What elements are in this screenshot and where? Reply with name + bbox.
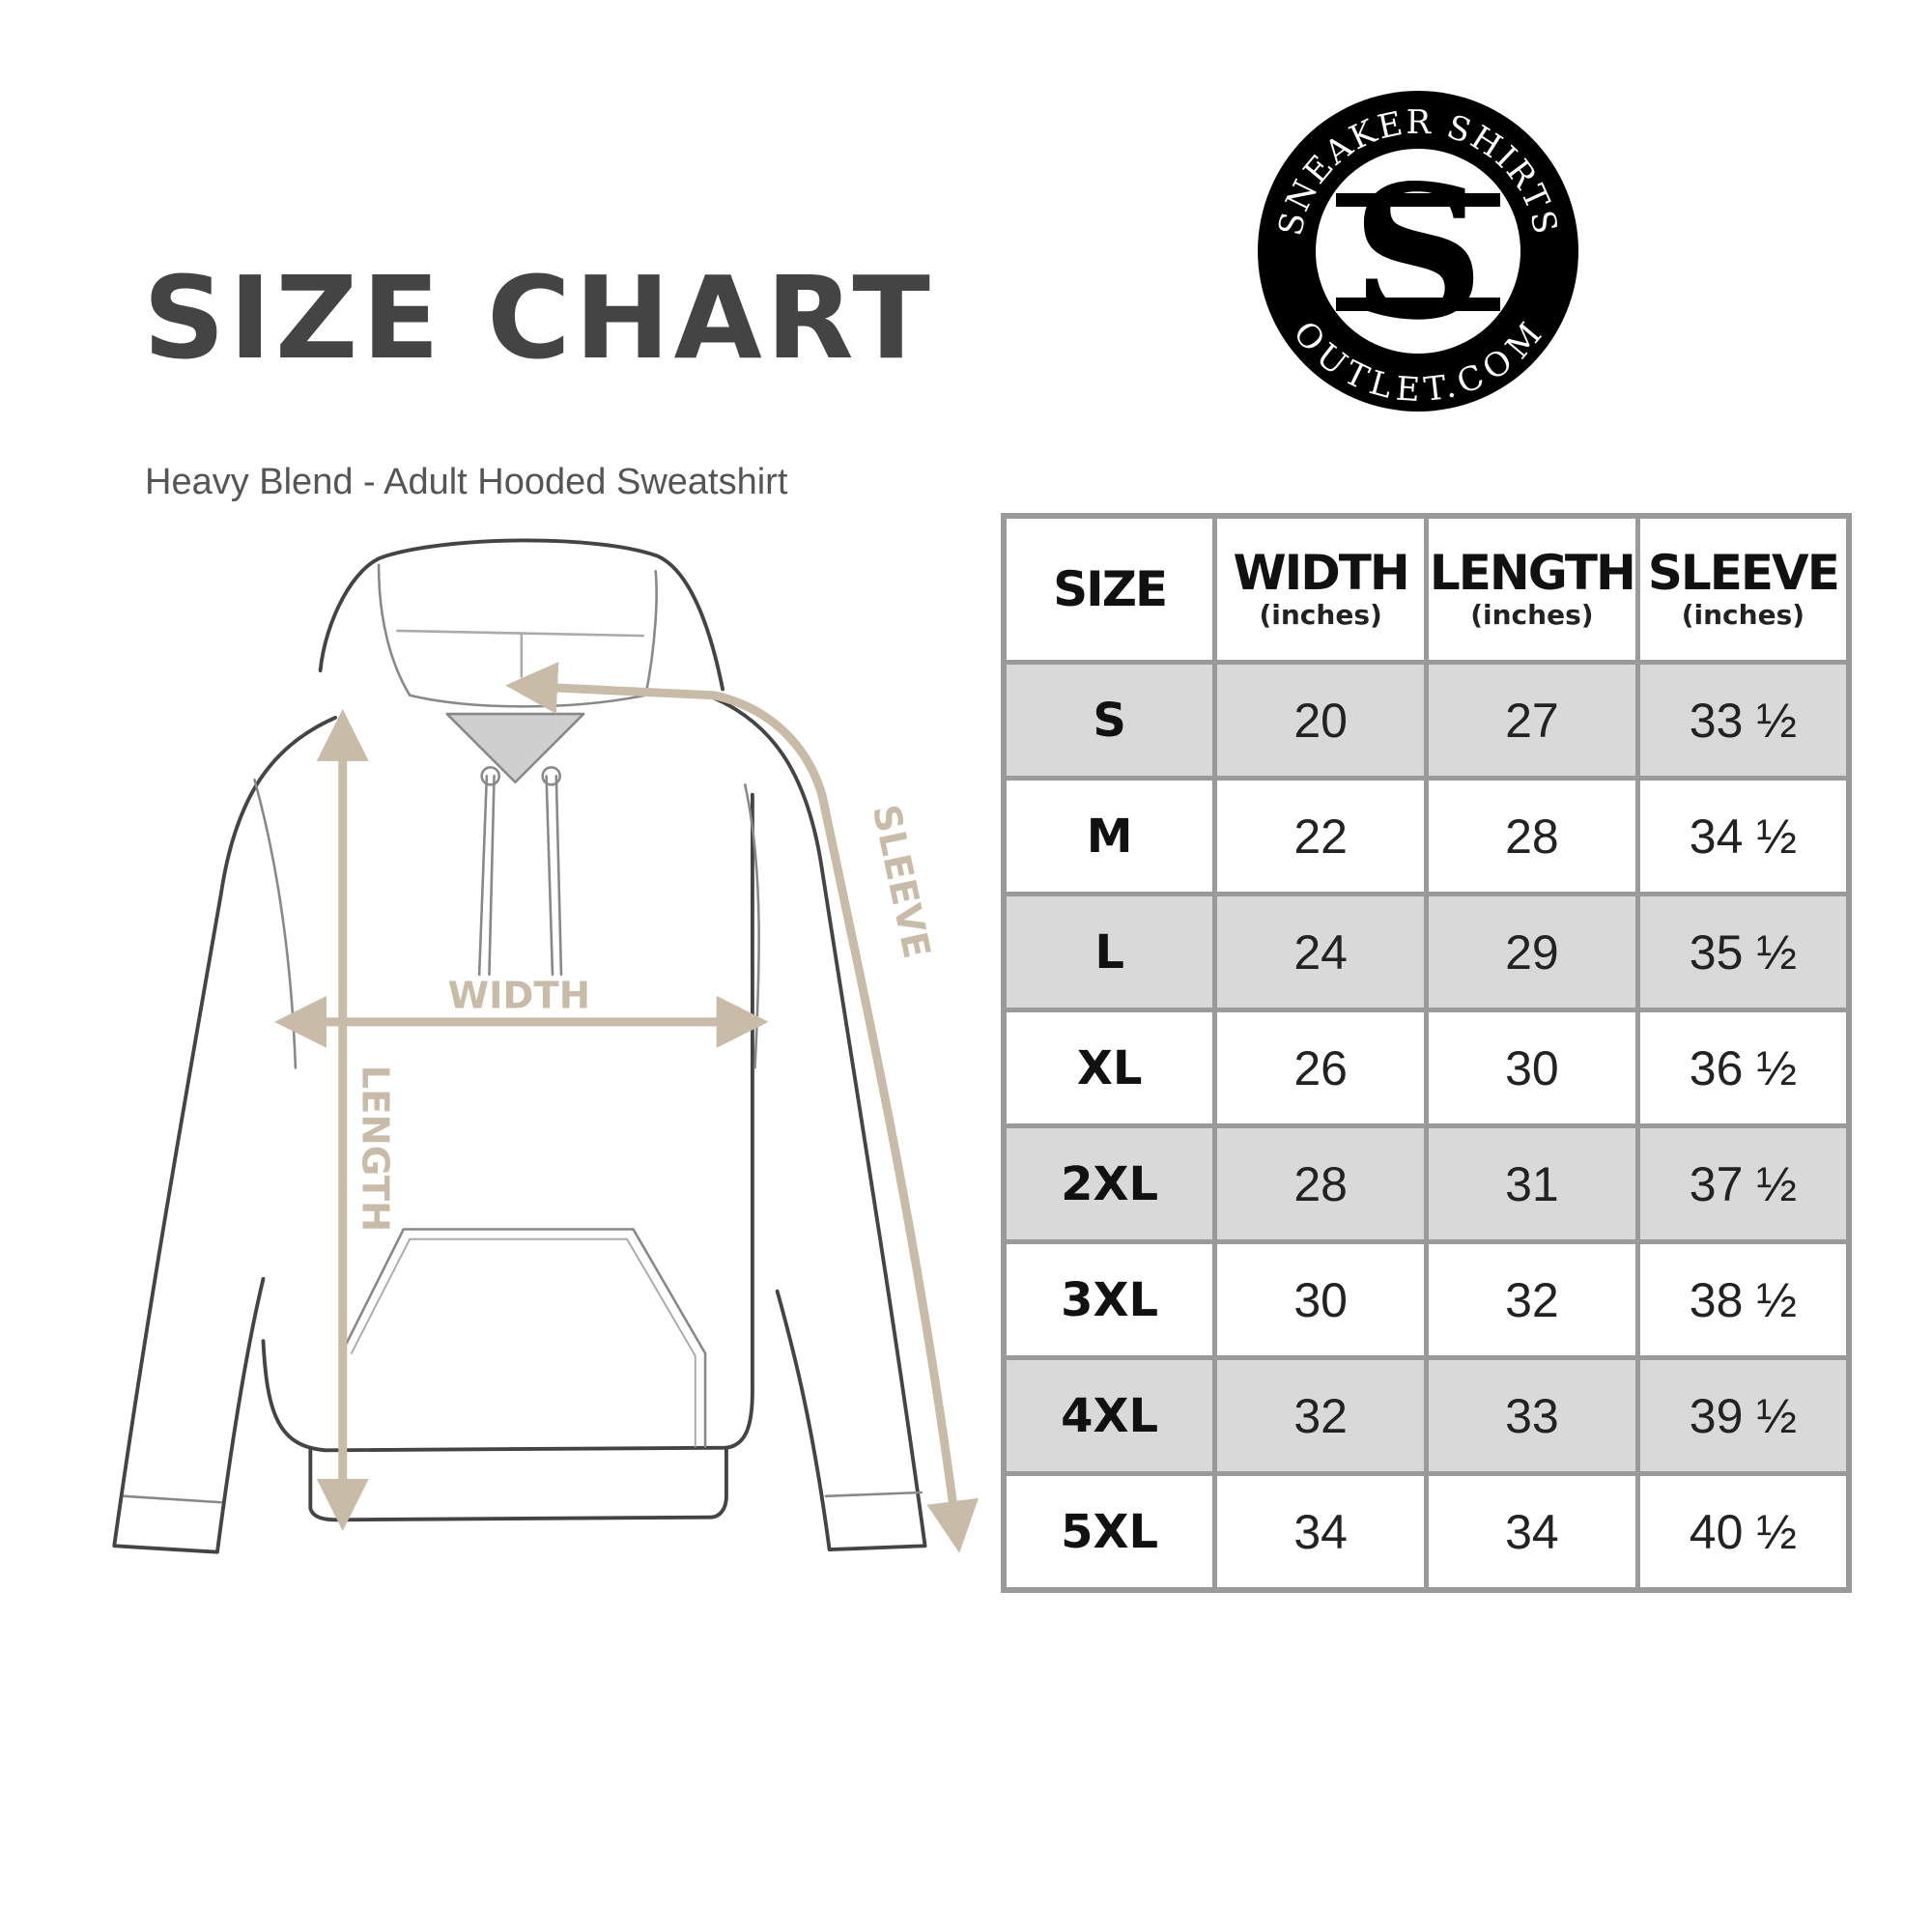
brand-logo: SNEAKER SHIRTS OUTLET.COM S: [1258, 91, 1578, 412]
header-size: SIZE: [1001, 513, 1218, 665]
table-header-row: SIZE WIDTH (inches) LENGTH (inches) SLEEVE…: [1001, 513, 1852, 665]
body-outline: [261, 792, 754, 1453]
cell-sleeve: 39 ½: [1634, 1355, 1852, 1476]
hood-outline: [318, 538, 725, 692]
cell-length: 31: [1424, 1123, 1640, 1244]
cell-sleeve: 33 ½: [1634, 660, 1852, 781]
cell-width: 22: [1212, 776, 1429, 896]
cell-sleeve: 35 ½: [1634, 892, 1852, 1012]
cell-sleeve: 40 ½: [1634, 1471, 1852, 1593]
cell-width: 24: [1212, 892, 1429, 1012]
cell-width: 28: [1212, 1123, 1429, 1244]
cell-size: 2XL: [1001, 1123, 1218, 1244]
cell-length: 30: [1424, 1008, 1640, 1128]
header-length: LENGTH (inches): [1424, 513, 1640, 665]
size-chart-table: SIZE WIDTH (inches) LENGTH (inches) SLEEVE…: [1001, 513, 1852, 1593]
length-label: LENGTH: [353, 1065, 396, 1233]
left-sleeve-outline: [112, 716, 337, 1554]
cell-length: 28: [1424, 776, 1640, 896]
cell-size: M: [1001, 776, 1218, 896]
cell-length: 29: [1424, 892, 1640, 1012]
table-row: 5XL 34 34 40 ½: [1001, 1471, 1852, 1593]
table-row: 2XL 28 31 37 ½: [1001, 1123, 1852, 1244]
page-title: SIZE CHART: [143, 251, 934, 384]
table-row: 3XL 30 32 38 ½: [1001, 1239, 1852, 1360]
header-sleeve: SLEEVE (inches): [1634, 513, 1852, 665]
table-row: S 20 27 33 ½: [1001, 660, 1852, 781]
waistband: [308, 1445, 728, 1522]
pocket-outline: [340, 1228, 707, 1448]
cell-length: 27: [1424, 660, 1640, 781]
width-label: WIDTH: [448, 975, 590, 1018]
product-subtitle: Heavy Blend - Adult Hooded Sweatshirt: [145, 462, 788, 502]
table-row: M 22 28 34 ½: [1001, 776, 1852, 896]
cell-width: 32: [1212, 1355, 1429, 1476]
cell-size: XL: [1001, 1008, 1218, 1128]
cell-size: L: [1001, 892, 1218, 1012]
cell-width: 34: [1212, 1471, 1429, 1593]
cell-sleeve: 36 ½: [1634, 1008, 1852, 1128]
cell-length: 34: [1424, 1471, 1640, 1593]
table-row: 4XL 32 33 39 ½: [1001, 1355, 1852, 1476]
svg-text:S: S: [1351, 145, 1484, 360]
cell-sleeve: 38 ½: [1634, 1239, 1852, 1360]
cell-width: 20: [1212, 660, 1429, 781]
cell-sleeve: 37 ½: [1634, 1123, 1852, 1244]
cell-size: 3XL: [1001, 1239, 1218, 1360]
monogram-icon: S: [1336, 145, 1500, 360]
table-row: XL 26 30 36 ½: [1001, 1008, 1852, 1128]
cell-size: 4XL: [1001, 1355, 1218, 1476]
sleeve-arrow: [505, 662, 979, 1553]
sleeve-label: SLEEVE: [864, 801, 939, 962]
cell-sleeve: 34 ½: [1634, 776, 1852, 896]
cell-size: S: [1001, 660, 1218, 781]
cell-width: 26: [1212, 1008, 1429, 1128]
cell-length: 33: [1424, 1355, 1640, 1476]
header-width: WIDTH (inches): [1212, 513, 1429, 665]
cell-length: 32: [1424, 1239, 1640, 1360]
table-row: L 24 29 35 ½: [1001, 892, 1852, 1012]
cell-width: 30: [1212, 1239, 1429, 1360]
cell-size: 5XL: [1001, 1471, 1218, 1593]
